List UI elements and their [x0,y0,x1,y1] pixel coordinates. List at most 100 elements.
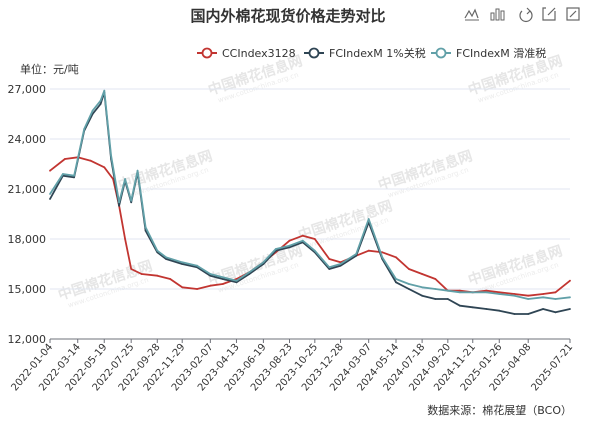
data-point [144,229,147,232]
data-point [569,279,571,282]
restore-icon[interactable] [519,7,533,22]
data-point [64,158,66,160]
data-point [118,201,120,204]
data-point [513,313,516,315]
data-point [459,291,461,294]
data-point [395,278,397,280]
data-point [165,258,168,260]
toolbox [464,7,580,22]
data-point [408,283,410,285]
data-point [73,176,75,179]
data-point [313,249,316,252]
data-point [49,169,51,172]
data-point [459,304,461,307]
y-tick-label: 24,000 [8,133,47,146]
legend-item[interactable]: FCIndexM 滑准税 [431,46,546,60]
data-point [196,264,199,267]
data-point [156,249,159,252]
data-point [527,313,530,315]
data-point [569,296,571,299]
data-point [136,169,139,172]
data-point [49,198,51,200]
unit-label: 单位：元/吨 [20,62,79,76]
data-point [569,308,571,310]
data-point [367,218,370,220]
data-point [471,291,474,294]
data-point [73,174,75,177]
data-point [274,248,277,250]
data-point [235,279,238,282]
data-point [83,128,86,130]
data-point [367,249,370,252]
data-point [221,276,224,279]
data-point [328,268,331,270]
data-point [542,308,544,310]
data-point [288,246,291,249]
data-point [408,268,410,270]
data-point [99,103,102,105]
data-point [169,278,172,280]
y-tick-label: 12,000 [8,333,47,346]
bar-chart-icon[interactable] [490,8,505,21]
line-chart-icon[interactable] [464,8,479,21]
data-point [248,271,251,274]
data-point [209,273,212,275]
data-point [165,256,168,259]
data-view-icon[interactable] [566,7,580,21]
data-point [221,283,224,285]
data-point [471,306,474,309]
data-point [527,298,530,300]
data-point [181,263,184,265]
data-source: 数据来源：棉花展望（BCO） [427,403,572,417]
data-point [328,258,331,260]
data-point [485,291,488,294]
data-point [301,234,304,237]
legend-item[interactable]: FCIndexM 1%关税 [304,46,426,60]
legend-label: FCIndexM 滑准税 [456,46,546,60]
data-point [140,273,143,275]
data-point [156,274,159,277]
data-point [288,244,291,247]
data-point [99,99,102,102]
data-point [301,239,304,242]
data-point [498,291,501,294]
data-point [434,288,437,290]
data-point [421,273,423,275]
data-point [110,154,112,157]
data-point [554,311,557,314]
data-point [381,256,384,259]
data-point [421,286,423,289]
data-point [124,238,126,240]
data-point [395,256,397,259]
data-point [355,253,358,255]
data-point [434,278,437,280]
data-point [328,266,331,269]
data-point [408,288,410,290]
data-point [554,298,557,300]
data-point [89,159,92,162]
data-point [554,291,557,294]
save-image-icon[interactable] [542,7,556,21]
data-point [130,199,133,202]
y-tick-label: 15,000 [8,283,47,296]
data-point [498,309,501,312]
data-point [124,178,126,180]
data-point [446,289,449,292]
data-point [446,298,449,300]
legend-item[interactable]: CCIndex3128 [197,47,296,60]
data-point [91,109,94,112]
data-point [498,293,501,295]
legend-label: CCIndex3128 [222,47,296,60]
data-point [527,294,530,297]
data-point [209,284,212,287]
data-point [381,251,384,254]
data-point [62,173,64,175]
data-point [421,294,423,297]
data-point [513,294,516,297]
data-point [130,201,133,204]
data-point [221,278,224,280]
data-point [103,89,106,92]
series-layer [49,89,571,315]
